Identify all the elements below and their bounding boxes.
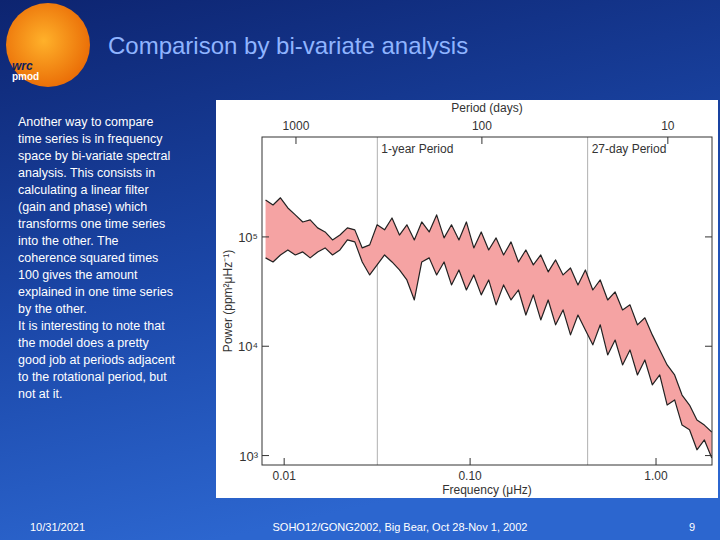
body-text: good job at periods adjacent bbox=[18, 353, 176, 367]
body-text: not at it. bbox=[18, 387, 62, 401]
x-tick bbox=[656, 458, 657, 465]
x2-tick-label: 10 bbox=[661, 119, 675, 133]
x-tick-label: 0.01 bbox=[272, 469, 296, 483]
body-text: to the rotational period, but bbox=[18, 370, 167, 384]
x-tick bbox=[470, 458, 471, 465]
body-text: (gain and phase) which bbox=[18, 200, 147, 214]
footer-date: 10/31/2021 bbox=[30, 521, 85, 533]
y-tick bbox=[262, 236, 269, 237]
chart-panel bbox=[216, 100, 718, 498]
plot-area bbox=[266, 137, 712, 465]
slide: wrcpmodComparison by bi-variate analysis… bbox=[0, 0, 720, 540]
y-tick-label: 10⁴ bbox=[238, 339, 258, 354]
x-axis-label: Frequency (μHz) bbox=[442, 483, 532, 497]
x2-tick-label: 100 bbox=[472, 119, 492, 133]
body-text: It is interesting to note that bbox=[18, 319, 165, 333]
x2-tick bbox=[295, 137, 296, 144]
y-tick-label: 10⁵ bbox=[238, 230, 258, 245]
body-text: calculating a linear filter bbox=[18, 183, 149, 197]
x2-axis-label: Period (days) bbox=[451, 101, 522, 115]
series-line bbox=[266, 198, 712, 432]
body-text: analysis. This consists in bbox=[18, 166, 155, 180]
logo-sun bbox=[6, 3, 90, 87]
body-text: time series is in frequency bbox=[18, 132, 163, 146]
x2-tick bbox=[481, 137, 482, 144]
body-text: the model does a pretty bbox=[18, 336, 149, 350]
logo-text: pmod bbox=[12, 71, 39, 82]
body-text: by the other. bbox=[18, 302, 87, 316]
page-number: 9 bbox=[689, 521, 695, 533]
y-tick-label: 10³ bbox=[239, 449, 258, 464]
x-tick-label: 1.00 bbox=[644, 469, 668, 483]
y-tick bbox=[262, 455, 269, 456]
y-tick bbox=[705, 346, 712, 347]
y-axis-label: Power (ppm²μHz⁻¹) bbox=[221, 250, 235, 352]
x-tick bbox=[284, 458, 285, 465]
x-tick-label: 0.10 bbox=[458, 469, 482, 483]
x2-tick bbox=[667, 137, 668, 144]
y-tick bbox=[705, 455, 712, 456]
body-text: coherence squared times bbox=[18, 251, 158, 265]
x2-tick-label: 1000 bbox=[283, 119, 310, 133]
footer-event: SOHO12/GONG2002, Big Bear, Oct 28-Nov 1,… bbox=[273, 521, 528, 533]
body-text: Another way to compare bbox=[18, 115, 154, 129]
annotation-line bbox=[377, 137, 378, 465]
plot-frame bbox=[262, 137, 712, 465]
band-fill bbox=[266, 198, 712, 458]
series-line bbox=[266, 240, 712, 458]
y-tick bbox=[705, 236, 712, 237]
body-text: explained in one time series bbox=[18, 285, 173, 299]
body-text: transforms one time series bbox=[18, 217, 165, 231]
background bbox=[0, 0, 720, 540]
y-tick bbox=[262, 346, 269, 347]
annotation-text: 1-year Period bbox=[381, 142, 453, 156]
body-text: 100 gives the amount bbox=[18, 268, 138, 282]
body-text: into the other. The bbox=[18, 234, 119, 248]
slide-title: Comparison by bi-variate analysis bbox=[108, 32, 468, 59]
body-text: space by bi-variate spectral bbox=[18, 149, 170, 163]
annotation-text: 27-day Period bbox=[592, 142, 667, 156]
